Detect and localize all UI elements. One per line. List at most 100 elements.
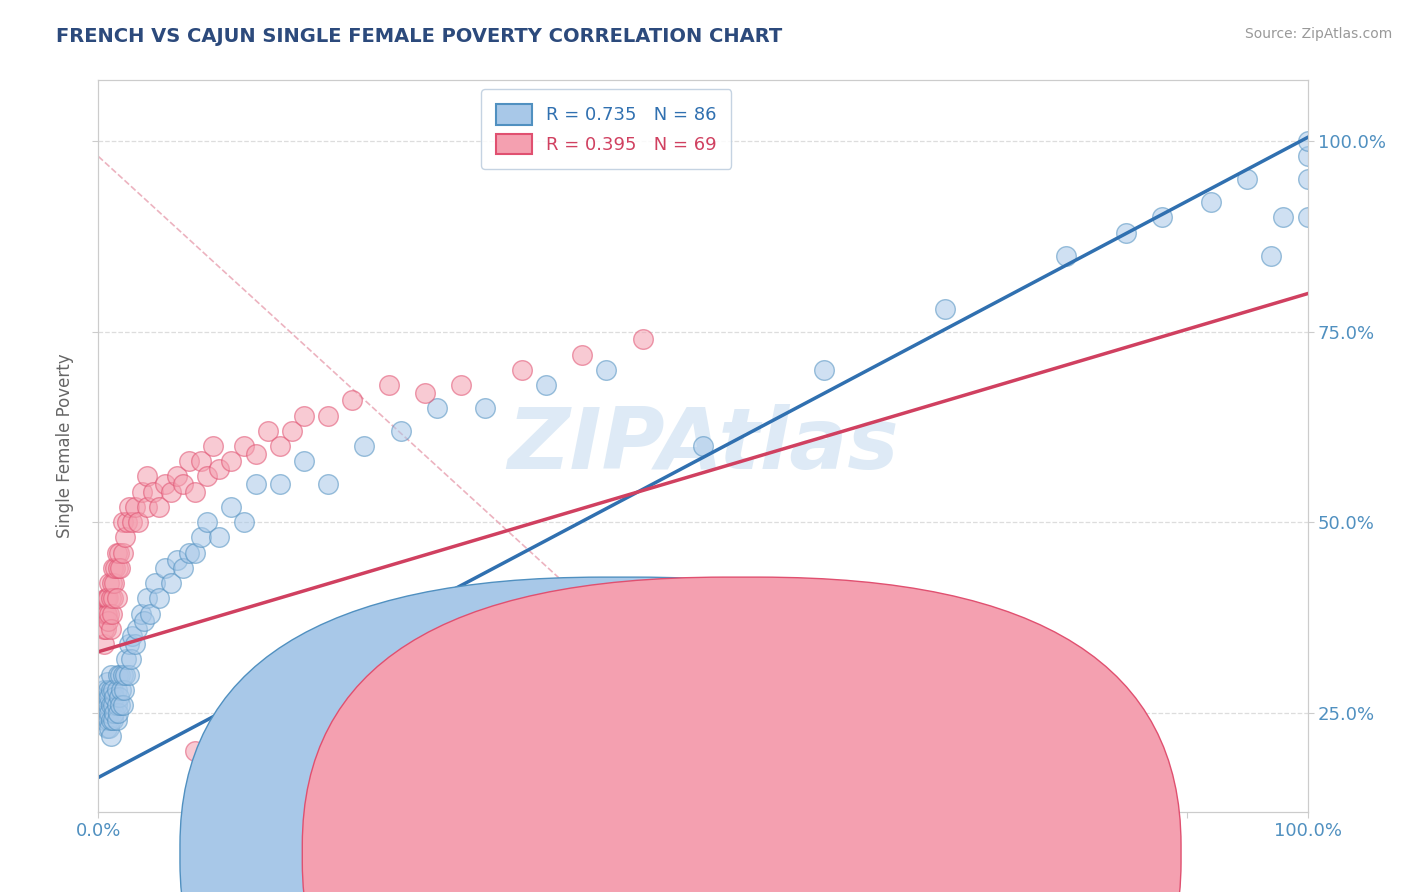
- Point: [208, 462, 231, 476]
- Point: [184, 484, 207, 499]
- Point: [114, 530, 136, 544]
- Point: [256, 789, 278, 804]
- Point: [1236, 172, 1258, 186]
- Point: [316, 477, 339, 491]
- Point: [129, 607, 152, 621]
- Point: [166, 469, 188, 483]
- Point: [353, 439, 375, 453]
- Point: [153, 561, 176, 575]
- Point: [101, 591, 124, 606]
- Point: [148, 591, 170, 606]
- Point: [100, 729, 122, 743]
- Legend: R = 0.735   N = 86, R = 0.395   N = 69: R = 0.735 N = 86, R = 0.395 N = 69: [481, 89, 731, 169]
- Point: [245, 477, 267, 491]
- Point: [1260, 248, 1282, 262]
- Point: [100, 714, 122, 728]
- Point: [107, 706, 129, 720]
- Point: [107, 561, 129, 575]
- Point: [195, 469, 218, 483]
- Point: [195, 759, 218, 773]
- Text: FRENCH VS CAJUN SINGLE FEMALE POVERTY CORRELATION CHART: FRENCH VS CAJUN SINGLE FEMALE POVERTY CO…: [56, 27, 783, 45]
- Point: [108, 690, 131, 705]
- Point: [166, 553, 188, 567]
- Point: [813, 363, 835, 377]
- Point: [114, 667, 136, 681]
- Point: [221, 774, 243, 789]
- Point: [97, 614, 120, 628]
- Point: [124, 500, 146, 514]
- Point: [450, 378, 472, 392]
- Point: [93, 698, 115, 712]
- Point: [534, 378, 557, 392]
- Point: [195, 515, 218, 529]
- Point: [426, 401, 449, 415]
- Point: [118, 637, 141, 651]
- Point: [316, 409, 339, 423]
- Point: [105, 682, 128, 697]
- Point: [1054, 248, 1077, 262]
- Point: [631, 332, 654, 346]
- Point: [1152, 211, 1174, 225]
- Point: [124, 637, 146, 651]
- Point: [1296, 134, 1319, 148]
- Point: [172, 561, 194, 575]
- Point: [93, 714, 115, 728]
- Point: [202, 439, 225, 453]
- Point: [1115, 226, 1137, 240]
- Point: [377, 378, 399, 392]
- Point: [97, 682, 120, 697]
- Text: ZIPAtlas: ZIPAtlas: [508, 404, 898, 488]
- Point: [184, 744, 207, 758]
- Point: [221, 454, 243, 468]
- Point: [111, 667, 134, 681]
- Point: [100, 607, 122, 621]
- Point: [127, 622, 149, 636]
- Point: [103, 706, 125, 720]
- Point: [97, 714, 120, 728]
- Point: [94, 607, 117, 621]
- Point: [108, 667, 131, 681]
- Point: [104, 561, 127, 575]
- Point: [1272, 211, 1295, 225]
- Point: [117, 515, 139, 529]
- Point: [111, 546, 134, 560]
- Point: [1296, 211, 1319, 225]
- Point: [96, 675, 118, 690]
- Point: [93, 690, 115, 705]
- Point: [112, 682, 135, 697]
- Point: [100, 682, 122, 697]
- Point: [135, 500, 157, 514]
- Point: [281, 424, 304, 438]
- Point: [190, 530, 212, 544]
- Point: [148, 500, 170, 514]
- Text: French: French: [647, 843, 702, 861]
- Point: [134, 614, 156, 628]
- Point: [96, 607, 118, 621]
- Point: [93, 607, 115, 621]
- Point: [103, 690, 125, 705]
- Text: Source: ZipAtlas.com: Source: ZipAtlas.com: [1244, 27, 1392, 41]
- Point: [105, 698, 128, 712]
- Point: [93, 622, 115, 636]
- Point: [256, 424, 278, 438]
- Point: [153, 477, 176, 491]
- Point: [94, 622, 117, 636]
- Point: [208, 766, 231, 780]
- Point: [97, 698, 120, 712]
- Point: [101, 714, 124, 728]
- Point: [131, 484, 153, 499]
- Point: [121, 515, 143, 529]
- Point: [142, 484, 165, 499]
- Point: [107, 667, 129, 681]
- Point: [172, 477, 194, 491]
- Point: [342, 393, 364, 408]
- Point: [1296, 149, 1319, 163]
- Point: [221, 500, 243, 514]
- Point: [179, 454, 201, 468]
- Point: [127, 515, 149, 529]
- Point: [105, 714, 128, 728]
- Point: [510, 363, 533, 377]
- Point: [135, 469, 157, 483]
- Y-axis label: Single Female Poverty: Single Female Poverty: [56, 354, 75, 538]
- Point: [93, 682, 115, 697]
